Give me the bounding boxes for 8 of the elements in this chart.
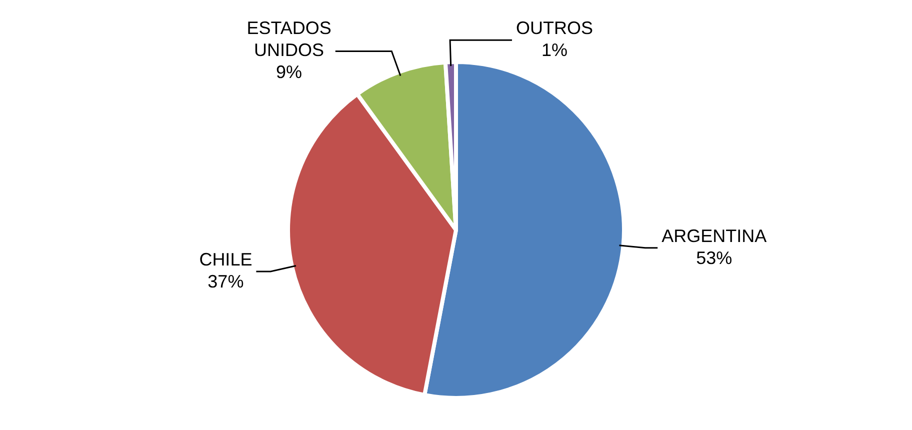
slice-label: ESTADOS UNIDOS	[246, 18, 332, 60]
data-label: 1%	[541, 40, 568, 60]
data-label: 9%	[276, 62, 302, 82]
slice-label: CHILE	[199, 249, 252, 270]
data-label: 37%	[208, 271, 244, 292]
data-label: 53%	[696, 248, 732, 268]
slice-label: OUTROS	[516, 18, 593, 38]
slice-label: ARGENTINA	[662, 226, 767, 246]
